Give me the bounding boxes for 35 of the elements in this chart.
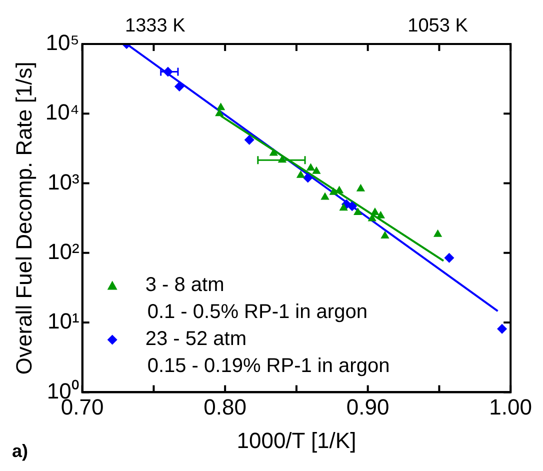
point (347, 201, 358, 212)
point (356, 184, 366, 192)
point (174, 82, 184, 92)
text: 1333 K (125, 16, 186, 37)
y-tick-label: 10³ (48, 169, 80, 194)
legend-label: 23 - 52 atm 0.15 - 0.19% RP-1 in argon (145, 328, 390, 378)
y-tick-label: 10² (48, 238, 80, 264)
text: 1053 K (408, 16, 468, 37)
point (244, 134, 254, 145)
legend-label: 3 - 8 atm 0.1 - 0.5% RP-1 in argon (145, 274, 368, 324)
y-axis-title: Overall Fuel Decomp. Rate [1/s] (11, 62, 36, 375)
y-tick-label: 10¹ (48, 308, 80, 334)
point (497, 324, 508, 334)
x-axis-title: 1000/T [1/K] (236, 428, 356, 453)
y-tick-label: 10⁴ (45, 100, 80, 125)
x-tick-label: 1.00 (489, 394, 532, 420)
text: a) (12, 440, 28, 461)
point (444, 252, 454, 263)
point (296, 170, 306, 178)
point (269, 148, 278, 156)
point (376, 210, 386, 218)
point (306, 163, 316, 171)
point (339, 203, 348, 211)
point (302, 172, 313, 183)
y-tick-label: 10⁵ (46, 30, 80, 56)
point (329, 187, 338, 195)
point (380, 230, 390, 238)
point (433, 229, 442, 237)
point (370, 208, 380, 216)
x-tick-label: 0.90 (346, 394, 390, 420)
x-tick-label: 0.80 (204, 394, 246, 420)
point (216, 102, 226, 110)
point (312, 166, 321, 174)
point (320, 192, 330, 200)
point (354, 208, 362, 216)
